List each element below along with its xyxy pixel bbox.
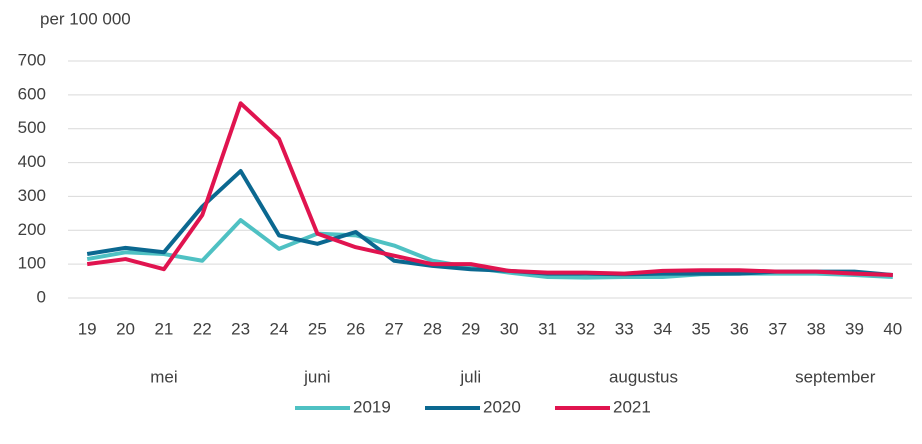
x-tick-label: 29: [461, 319, 480, 338]
y-tick-label: 400: [18, 152, 46, 171]
month-label: september: [795, 367, 876, 386]
legend-label: 2021: [613, 397, 651, 416]
legend-label: 2020: [483, 397, 521, 416]
x-tick-label: 39: [845, 319, 864, 338]
x-tick-label: 36: [730, 319, 749, 338]
month-label: augustus: [609, 367, 678, 386]
y-tick-label: 0: [37, 287, 46, 306]
data-line: [86, 101, 893, 277]
month-label: juni: [303, 367, 330, 386]
x-tick-label: 20: [116, 319, 135, 338]
y-tick-label: 200: [18, 220, 46, 239]
x-tick-label: 28: [423, 319, 442, 338]
y-tick-label: 100: [18, 254, 46, 273]
x-tick-label: 19: [78, 319, 97, 338]
x-tick-label: 24: [270, 319, 289, 338]
x-tick-label: 33: [615, 319, 634, 338]
y-axis-label: per 100 000: [40, 9, 131, 28]
x-tick-label: 37: [768, 319, 787, 338]
data-line: [86, 169, 893, 277]
x-tick-label: 22: [193, 319, 212, 338]
legend-label: 2019: [353, 397, 391, 416]
x-tick-label: 31: [538, 319, 557, 338]
x-tick-label: 25: [308, 319, 327, 338]
y-tick-label: 600: [18, 84, 46, 103]
x-tick-label: 35: [692, 319, 711, 338]
month-label: mei: [150, 367, 177, 386]
x-tick-label: 26: [346, 319, 365, 338]
x-tick-label: 40: [883, 319, 902, 338]
x-tick-label: 32: [576, 319, 595, 338]
y-tick-label: 500: [18, 118, 46, 137]
x-tick-label: 21: [154, 319, 173, 338]
x-tick-label: 23: [231, 319, 250, 338]
y-tick-label: 300: [18, 186, 46, 205]
x-tick-label: 30: [500, 319, 519, 338]
month-label: juli: [459, 367, 481, 386]
x-tick-label: 27: [385, 319, 404, 338]
x-tick-label: 34: [653, 319, 672, 338]
y-tick-label: 700: [18, 50, 46, 69]
x-tick-label: 38: [807, 319, 826, 338]
